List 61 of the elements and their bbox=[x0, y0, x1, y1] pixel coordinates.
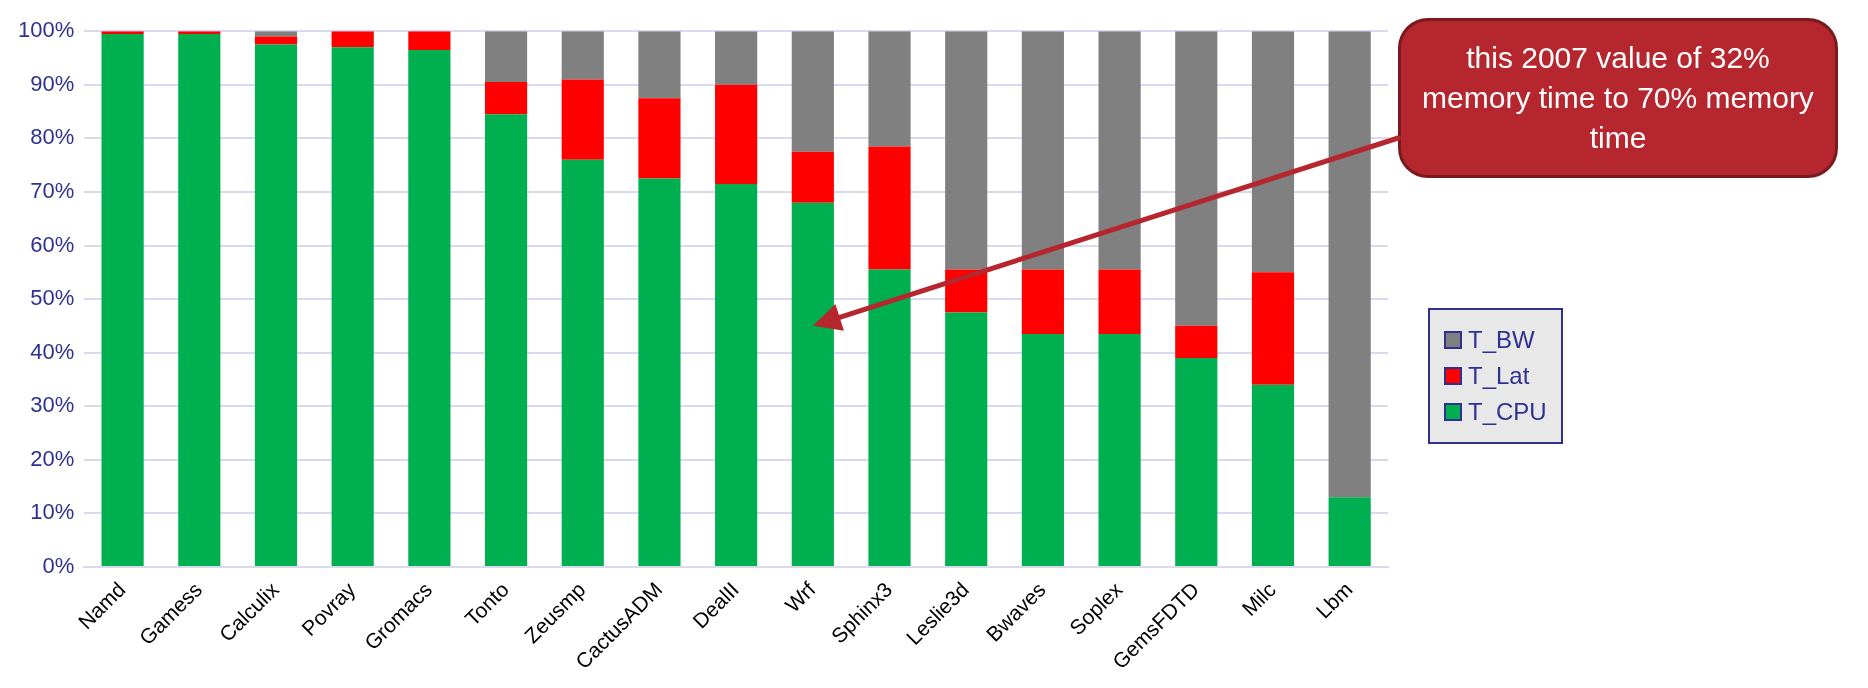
bar bbox=[484, 114, 528, 566]
bar bbox=[1251, 384, 1295, 566]
bar bbox=[254, 44, 298, 566]
bar bbox=[715, 84, 758, 184]
bar bbox=[868, 269, 911, 566]
y-tick-label: 30% bbox=[30, 392, 75, 418]
bar bbox=[638, 31, 681, 99]
bar bbox=[1175, 358, 1218, 566]
x-tick-label: Wrf bbox=[780, 577, 820, 617]
bar bbox=[561, 79, 604, 160]
y-tick-label: 70% bbox=[30, 177, 75, 203]
bar bbox=[791, 151, 834, 203]
bar bbox=[868, 31, 911, 147]
bar bbox=[638, 178, 681, 566]
bar bbox=[408, 49, 451, 566]
legend-label: T_BW bbox=[1468, 326, 1535, 354]
bar bbox=[1175, 325, 1218, 359]
y-tick-label: 0% bbox=[42, 553, 75, 579]
bar bbox=[101, 33, 144, 566]
x-tick-label: Lbm bbox=[1311, 577, 1357, 623]
legend-label: T_Lat bbox=[1468, 362, 1530, 390]
legend-label: T_CPU bbox=[1468, 398, 1547, 426]
bar bbox=[1021, 333, 1064, 566]
y-tick-label: 50% bbox=[30, 285, 75, 311]
bar bbox=[331, 31, 374, 48]
bar bbox=[408, 31, 451, 50]
bar bbox=[1021, 269, 1064, 334]
y-tick-label: 60% bbox=[30, 231, 75, 257]
bar bbox=[868, 146, 911, 270]
y-tick-label: 20% bbox=[30, 445, 75, 471]
bar bbox=[561, 31, 604, 80]
text: this 2007 value of 32% memory time to 70% memory time bbox=[1421, 40, 1815, 156]
y-tick-label: 90% bbox=[30, 70, 75, 96]
x-tick-label: Milc bbox=[1237, 577, 1280, 621]
bar bbox=[178, 33, 221, 566]
bar bbox=[1098, 333, 1141, 566]
bar bbox=[638, 98, 681, 179]
y-tick-label: 40% bbox=[30, 338, 75, 364]
bar bbox=[1098, 269, 1141, 334]
bar bbox=[254, 31, 298, 37]
y-tick-label: 10% bbox=[30, 499, 75, 525]
bar bbox=[715, 31, 758, 85]
bar bbox=[561, 159, 604, 566]
bar bbox=[1328, 31, 1371, 498]
y-tick-label: 80% bbox=[30, 124, 75, 150]
bar bbox=[1251, 272, 1295, 385]
bar bbox=[1021, 31, 1064, 270]
bar bbox=[945, 312, 988, 566]
bar bbox=[484, 82, 528, 115]
bar bbox=[715, 183, 758, 566]
bar bbox=[1251, 31, 1295, 273]
bar bbox=[331, 47, 374, 566]
bar bbox=[1175, 31, 1218, 326]
bar bbox=[1328, 497, 1371, 566]
bar bbox=[484, 31, 528, 83]
bar bbox=[791, 31, 834, 152]
bar bbox=[254, 36, 298, 45]
bar bbox=[791, 202, 834, 566]
bar bbox=[945, 31, 988, 270]
bar bbox=[1098, 31, 1141, 270]
y-tick-label: 100% bbox=[17, 17, 75, 43]
